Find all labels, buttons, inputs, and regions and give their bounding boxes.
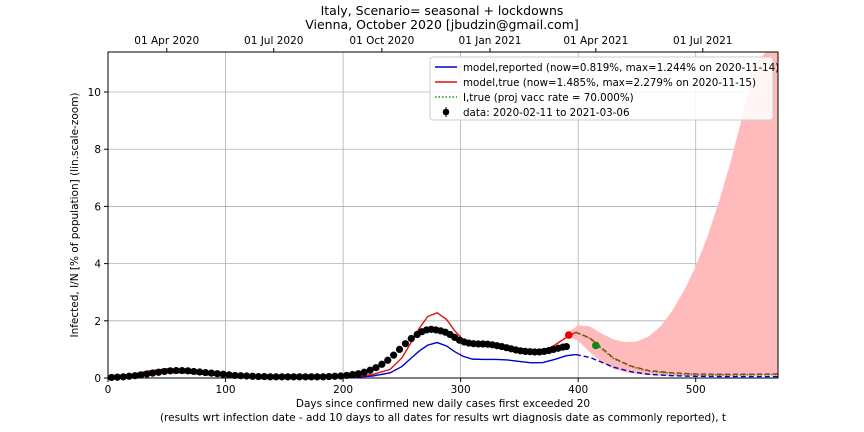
data-point xyxy=(372,364,380,372)
data-point xyxy=(201,368,210,377)
data-point xyxy=(272,373,280,381)
data-point xyxy=(143,370,151,378)
data-point xyxy=(354,370,362,378)
top-tick-label: 01 Oct 2020 xyxy=(349,35,414,47)
x-tick-label: 400 xyxy=(568,384,588,396)
data-point xyxy=(295,373,304,381)
data-point xyxy=(196,368,204,376)
data-point xyxy=(278,373,286,381)
y-axis-label: Infected, I/N [% of population] (lin.sca… xyxy=(69,92,81,337)
uncertainty-band xyxy=(566,52,778,376)
data-point xyxy=(137,371,145,379)
legend-marker xyxy=(442,108,450,116)
y-axis: 0 2 4 6 8 10 xyxy=(88,87,108,385)
legend-label: model,reported (now=0.819%, max=1.244% o… xyxy=(463,62,779,74)
legend: model,reported (now=0.819%, max=1.244% o… xyxy=(429,56,779,121)
data-point xyxy=(319,373,327,381)
data-point xyxy=(107,373,116,382)
data-point xyxy=(154,368,163,376)
top-tick-label: 01 Jan 2021 xyxy=(459,35,522,47)
data-points xyxy=(107,325,571,382)
highlight-points xyxy=(564,331,600,350)
uncertainty-band-area xyxy=(566,52,778,376)
data-point xyxy=(225,371,233,379)
series-line xyxy=(575,353,778,378)
x-tick-label: 100 xyxy=(216,384,236,396)
chart-subtitle: Vienna, October 2020 [jbudzin@gmail.com] xyxy=(305,17,579,32)
x-axis-label: Days since confirmed new daily cases fir… xyxy=(296,398,590,410)
top-tick-label: 01 Apr 2021 xyxy=(563,35,628,47)
data-point xyxy=(378,360,386,368)
data-point xyxy=(407,334,415,343)
data-point xyxy=(219,370,227,378)
y-tick-label: 2 xyxy=(94,316,101,328)
x-axis-label-note: (results wrt infection date - add 10 day… xyxy=(160,412,726,424)
data-point xyxy=(360,368,368,376)
x-tick-label: 0 xyxy=(105,384,112,396)
data-point xyxy=(113,373,122,381)
data-point xyxy=(119,373,127,381)
data-point xyxy=(366,366,374,374)
data-point xyxy=(284,373,292,381)
x-tick-label: 500 xyxy=(686,384,706,396)
series-line xyxy=(575,331,779,376)
plot-area-frame xyxy=(107,51,779,379)
y-tick-label: 10 xyxy=(88,87,101,99)
y-tick-label: 4 xyxy=(94,259,101,271)
x-axis: 0 100 200 300 400 500 xyxy=(105,378,706,396)
data-point xyxy=(190,367,198,376)
data-point xyxy=(343,371,351,380)
data-point xyxy=(562,342,571,351)
legend-label: model,true (now=1.485%, max=2.279% on 20… xyxy=(463,77,756,89)
legend-label: data: 2020-02-11 to 2021-03-06 xyxy=(463,107,630,119)
legend-label: I,true (proj vacc rate = 70.000%) xyxy=(463,92,634,104)
data-point xyxy=(231,371,239,380)
top-axis: 01 Apr 2020 01 Jul 2020 01 Oct 2020 01 Jan … xyxy=(134,35,732,52)
top-tick-label: 01 Jul 2021 xyxy=(673,35,732,47)
y-tick-label: 0 xyxy=(94,373,101,385)
data-point xyxy=(395,345,404,354)
data-point xyxy=(307,373,315,381)
top-tick-label: 01 Jul 2020 xyxy=(244,35,303,47)
data-point xyxy=(172,366,180,375)
data-point xyxy=(290,373,298,381)
y-tick-label: 8 xyxy=(94,144,101,156)
data-point xyxy=(301,373,310,381)
data-point xyxy=(160,367,169,376)
data-point xyxy=(184,367,192,375)
data-point xyxy=(313,373,321,381)
data-point xyxy=(178,366,186,375)
highlight-point xyxy=(592,341,600,350)
top-tick-label: 01 Apr 2020 xyxy=(134,35,199,47)
data-point xyxy=(390,351,398,359)
data-point xyxy=(384,356,392,364)
x-tick-label: 200 xyxy=(333,384,353,396)
data-point xyxy=(149,369,157,377)
data-point xyxy=(213,370,221,378)
data-point xyxy=(266,373,274,381)
chart-title: Italy, Scenario= seasonal + lockdowns xyxy=(321,3,564,18)
data-point xyxy=(166,367,174,375)
x-tick-label: 300 xyxy=(451,384,471,396)
highlight-point xyxy=(564,331,573,339)
data-point xyxy=(401,340,409,348)
data-point xyxy=(348,370,357,379)
y-tick-label: 6 xyxy=(94,201,101,213)
data-point xyxy=(207,369,216,377)
legend-box xyxy=(429,56,774,121)
